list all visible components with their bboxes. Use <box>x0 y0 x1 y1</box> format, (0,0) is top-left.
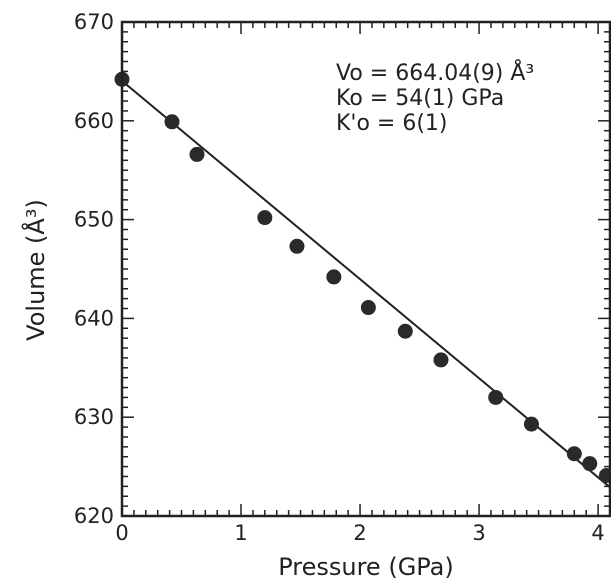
x-tick-label: 4 <box>591 521 604 545</box>
data-point <box>189 146 205 162</box>
data-point <box>523 416 539 432</box>
data-point <box>360 300 376 316</box>
annotation-vo: Vo = 664.04(9) Å³ <box>336 59 534 86</box>
x-axis-label: Pressure (GPa) <box>278 553 454 581</box>
data-point <box>164 114 180 130</box>
data-point <box>582 456 598 472</box>
y-tick-label: 630 <box>74 405 114 429</box>
data-point <box>397 323 413 339</box>
data-point <box>289 238 305 254</box>
x-tick-label: 0 <box>115 521 128 545</box>
y-tick-label: 650 <box>74 208 114 232</box>
y-tick-label: 670 <box>74 10 114 34</box>
data-point <box>257 210 273 226</box>
data-point <box>488 389 504 405</box>
data-point <box>598 467 611 483</box>
data-points <box>114 71 611 483</box>
data-point <box>566 446 582 462</box>
annotation-kpo: K'o = 6(1) <box>336 111 448 136</box>
x-tick-label: 3 <box>472 521 485 545</box>
y-tick-label: 660 <box>74 109 114 133</box>
plot-frame <box>120 20 611 518</box>
y-tick-label: 640 <box>74 306 114 330</box>
y-axis-label: Volume (Å³) <box>21 199 50 341</box>
x-tick-label: 1 <box>234 521 247 545</box>
x-tick-label: 2 <box>353 521 366 545</box>
annotation-ko: Ko = 54(1) GPa <box>336 86 504 111</box>
data-point <box>433 352 449 368</box>
annotation-block: Vo = 664.04(9) Å³ Ko = 54(1) GPa K'o = 6… <box>336 59 534 136</box>
data-point <box>326 269 342 285</box>
tick-labels: 0 1 2 3 4 620 630 640 650 660 670 <box>74 10 605 545</box>
y-tick-label: 620 <box>74 504 114 528</box>
